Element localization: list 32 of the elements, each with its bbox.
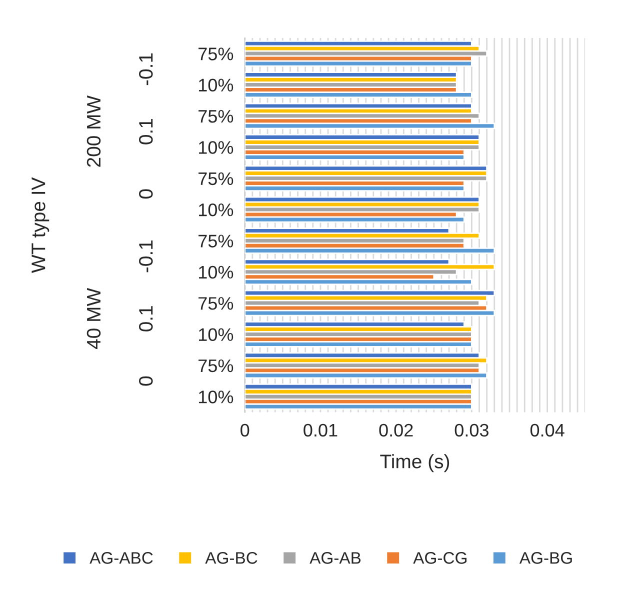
text: 40 MW [86,288,101,350]
y-tick-label: 10% [198,78,234,92]
text: 0 [139,376,153,386]
text: 200 MW [86,95,101,167]
y-tick-label: 75% [198,234,234,248]
y-tick-label: 10% [198,141,234,154]
text: 0.1 [139,306,153,332]
text: 0 [139,189,153,199]
legend-label: AG-CG [413,552,466,564]
y-tick-label: 10% [198,203,234,216]
text: WT type IV [32,177,50,273]
x-tick-label: 0.03 [454,424,488,437]
x-tick-label: 0.04 [530,424,564,437]
y-tick-label: 75% [198,297,234,310]
y-tick-label: 75% [198,110,234,123]
x-axis-title: Time (s) [380,454,450,472]
y-tick-label: 75% [198,48,234,60]
text: -0.1 [139,53,153,86]
x-tick-label: 0 [240,424,250,437]
text: -0.1 [139,240,153,272]
y-tick-label: 75% [198,359,234,372]
y-tick-label: 75% [198,172,234,186]
legend-label: AG-ABC [90,552,153,564]
x-tick-label: 0.02 [379,424,413,437]
y-tick-label: 10% [198,328,234,341]
y-tick-label: 10% [198,390,234,404]
legend-label: AG-AB [310,552,361,564]
legend-label: AG-BG [519,552,572,564]
text: 0.1 [139,119,153,144]
legend-label: AG-BC [205,552,258,564]
x-tick-label: 0.01 [304,424,338,437]
y-tick-label: 10% [198,266,234,279]
